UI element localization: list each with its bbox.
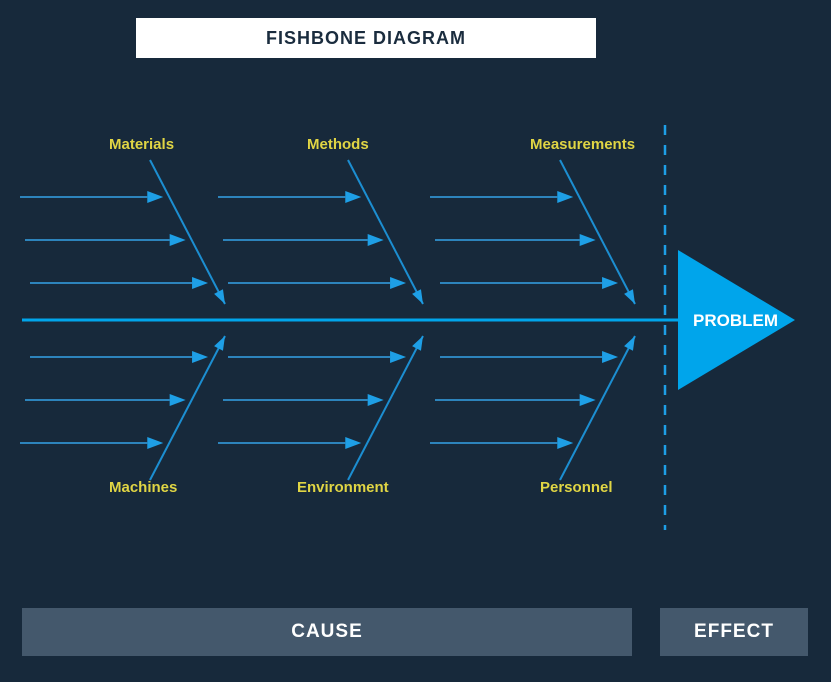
cause-arrow-methods-2 (228, 277, 406, 289)
cause-arrow-measurements-2 (440, 277, 618, 289)
cause-arrow-environment-2 (228, 351, 406, 363)
cause-arrow-methods-1 (223, 234, 384, 246)
cause-arrow-materials-1 (25, 234, 186, 246)
category-label-machines: Machines (109, 479, 177, 496)
category-label-methods: Methods (307, 136, 369, 153)
cause-arrow-environment-1 (223, 394, 384, 406)
cause-arrow-machines-1 (25, 394, 186, 406)
cause-arrow-measurements-0 (430, 191, 573, 203)
category-label-environment: Environment (297, 479, 389, 496)
problem-label: PROBLEM (693, 311, 778, 330)
category-label-personnel: Personnel (540, 479, 613, 496)
fishbone-diagram: PROBLEM Materials Methods Measurements Machi… (0, 0, 831, 682)
cause-arrow-methods-0 (218, 191, 361, 203)
cause-arrow-environment-0 (218, 437, 361, 449)
cause-arrow-personnel-1 (435, 394, 596, 406)
cause-arrow-personnel-0 (430, 437, 573, 449)
category-label-measurements: Measurements (530, 136, 635, 153)
cause-arrow-materials-2 (30, 277, 208, 289)
category-label-materials: Materials (109, 136, 174, 153)
cause-arrow-machines-2 (30, 351, 208, 363)
cause-arrow-materials-0 (20, 191, 163, 203)
cause-arrow-measurements-1 (435, 234, 596, 246)
cause-arrow-machines-0 (20, 437, 163, 449)
cause-arrow-personnel-2 (440, 351, 618, 363)
